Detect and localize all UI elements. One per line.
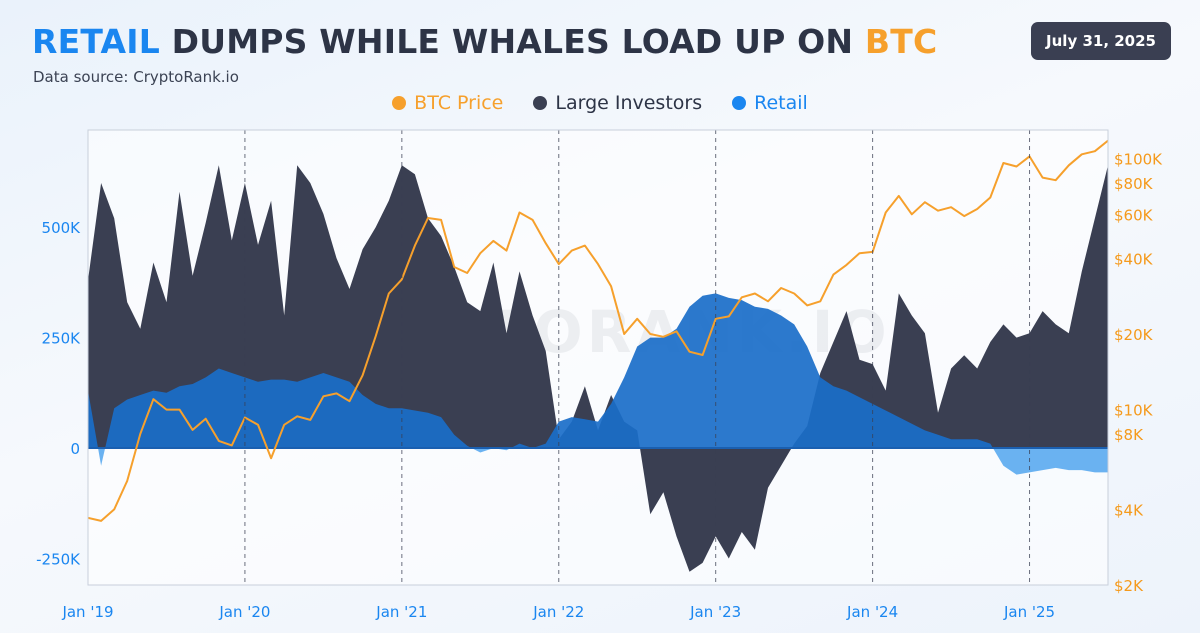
legend-label-retail: Retail <box>754 92 808 114</box>
area-large-investors <box>88 165 1108 572</box>
legend-label-large-investors: Large Investors <box>555 92 703 114</box>
x-tick-label: Jan '21 <box>375 603 427 621</box>
y-right-tick-label: $20K <box>1114 326 1154 344</box>
legend-dot-large-investors <box>533 96 548 110</box>
y-left-tick-label: -250K <box>36 550 81 568</box>
y-right-tick-label: $2K <box>1114 577 1144 595</box>
legend-dot-btc <box>392 96 407 110</box>
page-title: RETAIL DUMPS WHILE WHALES LOAD UP ON BTC <box>32 22 937 61</box>
legend-item-large-investors[interactable]: Large Investors <box>533 92 702 114</box>
legend-item-btc[interactable]: BTC Price <box>392 92 503 114</box>
y-right-tick-label: $100K <box>1114 151 1163 169</box>
legend-item-retail[interactable]: Retail <box>732 92 808 114</box>
area-retail-positive <box>88 293 993 449</box>
line-btc-price <box>88 139 1108 522</box>
y-left-tick-label: 500K <box>42 219 82 237</box>
x-tick-label: Jan '22 <box>532 603 584 621</box>
legend-label-btc: BTC Price <box>414 92 504 114</box>
chart-legend: BTC Price Large Investors Retail <box>0 92 1200 114</box>
data-source: Data source: CryptoRank.io <box>33 68 239 86</box>
date-badge: July 31, 2025 <box>1031 22 1171 60</box>
title-middle: DUMPS WHILE WHALES LOAD UP ON <box>159 22 865 61</box>
y-right-tick-label: $40K <box>1114 250 1154 268</box>
y-left-tick-label: 0 <box>70 440 80 458</box>
y-left-tick-label: 250K <box>42 330 82 348</box>
series-group <box>88 139 1108 572</box>
x-tick-label: Jan '19 <box>61 603 113 621</box>
x-tick-label: Jan '23 <box>689 603 741 621</box>
x-tick-label: Jan '24 <box>846 603 898 621</box>
y-right-tick-label: $4K <box>1114 501 1144 519</box>
x-tick-label: Jan '20 <box>218 603 270 621</box>
legend-dot-retail <box>732 96 747 110</box>
title-btc: BTC <box>864 22 938 61</box>
y-right-tick-label: $60K <box>1114 206 1154 224</box>
title-retail: RETAIL <box>32 22 160 61</box>
area-retail-negative <box>88 448 1108 475</box>
y-right-tick-label: $8K <box>1114 426 1144 444</box>
y-right-tick-label: $80K <box>1114 175 1154 193</box>
y-right-tick-label: $10K <box>1114 402 1154 420</box>
x-tick-label: Jan '25 <box>1003 603 1055 621</box>
plot-frame <box>87 129 1109 586</box>
